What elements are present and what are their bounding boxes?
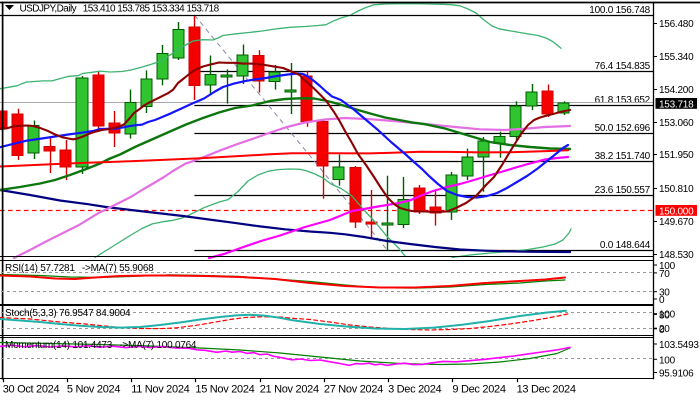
- svg-text:149.670: 149.670: [659, 217, 694, 228]
- svg-text:Momentum(14) 101.4473 ->MA(7): Momentum(14) 101.4473 ->MA(7) 100.0764: [5, 340, 197, 351]
- svg-text:13 Dec 2024: 13 Dec 2024: [517, 383, 576, 395]
- svg-text:95.9106: 95.9106: [659, 369, 694, 380]
- svg-text:100: 100: [659, 310, 676, 321]
- svg-text:20: 20: [659, 324, 670, 335]
- svg-text:50.0 152.696: 50.0 152.696: [595, 123, 651, 134]
- svg-text:100: 100: [659, 355, 676, 366]
- svg-text:23.6 150.557: 23.6 150.557: [595, 185, 651, 196]
- svg-text:38.2 151.740: 38.2 151.740: [595, 151, 651, 162]
- svg-text:155.340: 155.340: [659, 52, 694, 63]
- svg-text:RSI(14) 57.7281 ->MA(7) 55.90: RSI(14) 57.7281 ->MA(7) 55.9068: [5, 263, 154, 274]
- svg-text:148.530: 148.530: [659, 250, 694, 261]
- svg-text:103.5493: 103.5493: [659, 340, 699, 351]
- svg-text:100: 100: [659, 261, 676, 272]
- svg-text:Stoch(5,3,3) 76.9547 84.9004: Stoch(5,3,3) 76.9547 84.9004: [5, 308, 131, 319]
- svg-text:150.810: 150.810: [659, 184, 694, 195]
- svg-text:30 Oct 2024: 30 Oct 2024: [3, 383, 60, 395]
- svg-text:0: 0: [659, 295, 665, 306]
- svg-text:153.718: 153.718: [659, 99, 694, 110]
- svg-text:153.060: 153.060: [659, 118, 694, 129]
- svg-text:11 Nov 2024: 11 Nov 2024: [131, 383, 189, 395]
- svg-text:5 Nov 2024: 5 Nov 2024: [67, 383, 120, 395]
- svg-text:0: 0: [659, 325, 665, 336]
- svg-text:21 Nov 2024: 21 Nov 2024: [260, 383, 319, 395]
- svg-text:151.950: 151.950: [659, 150, 694, 161]
- svg-text:154.200: 154.200: [659, 85, 694, 96]
- svg-text:150.000: 150.000: [659, 206, 694, 217]
- svg-text:3 Dec 2024: 3 Dec 2024: [388, 383, 441, 395]
- svg-text:70: 70: [659, 269, 670, 280]
- svg-text:156.480: 156.480: [659, 19, 694, 30]
- svg-text:76.4 154.835: 76.4 154.835: [595, 61, 651, 72]
- svg-text:15 Nov 2024: 15 Nov 2024: [195, 383, 254, 395]
- svg-text:USDJPY,Daily 153.410 153.785: USDJPY,Daily 153.410 153.785 153.334 153…: [20, 4, 220, 15]
- svg-text:100.0 156.748: 100.0 156.748: [589, 5, 650, 16]
- svg-text:80: 80: [659, 310, 670, 321]
- svg-text:9 Dec 2024: 9 Dec 2024: [452, 383, 505, 395]
- svg-text:27 Nov 2024: 27 Nov 2024: [324, 383, 383, 395]
- svg-text:61.8 153.652: 61.8 153.652: [595, 95, 651, 106]
- svg-text:30: 30: [659, 288, 670, 299]
- svg-text:0.0 148.644: 0.0 148.644: [600, 240, 651, 251]
